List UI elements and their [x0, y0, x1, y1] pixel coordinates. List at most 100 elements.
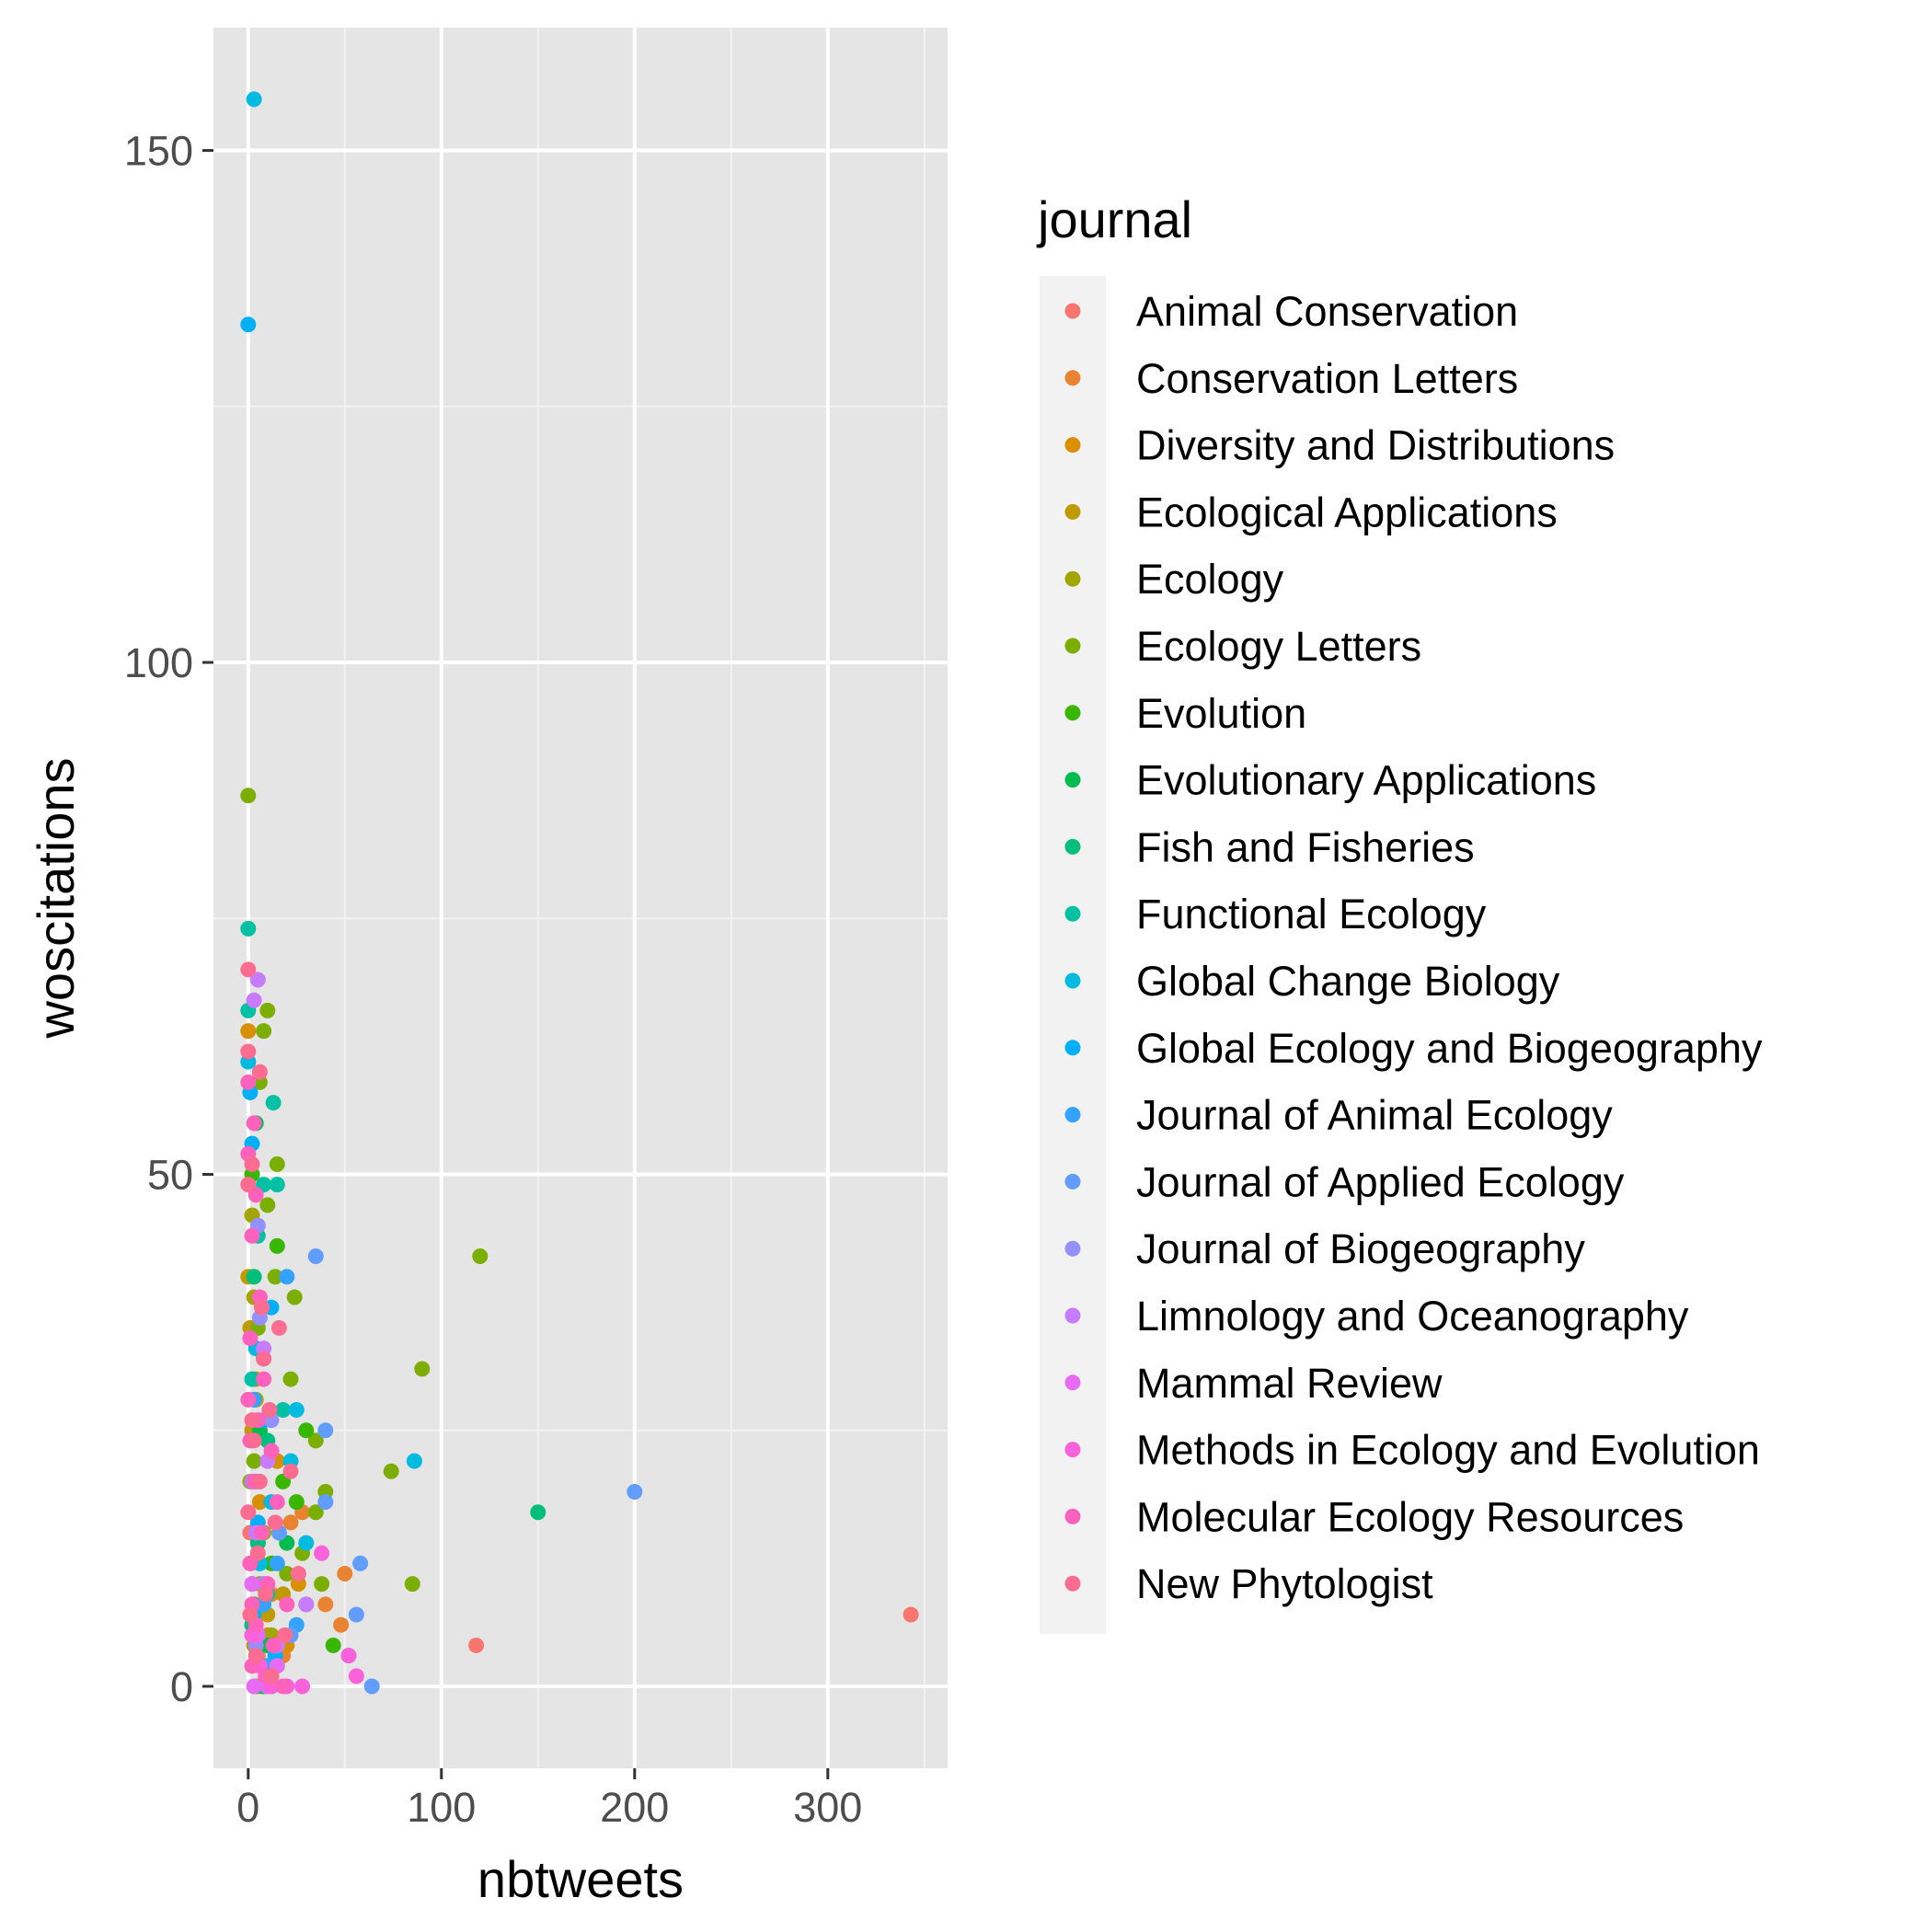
data-point	[246, 1115, 262, 1132]
legend-key	[1064, 1508, 1081, 1524]
legend-label: Journal of Animal Ecology	[1136, 1092, 1613, 1139]
data-points	[240, 91, 919, 1695]
data-point	[314, 1576, 330, 1593]
legend-key	[1064, 905, 1081, 922]
data-point	[325, 1637, 341, 1653]
axes: 0 100 200 300 0 50 100 150	[124, 128, 862, 1831]
data-point	[290, 1566, 306, 1582]
data-point	[249, 972, 266, 988]
legend: journal Animal Conservation Conservation …	[1036, 190, 1763, 1634]
x-axis-title: nbtweets	[477, 1850, 684, 1908]
data-point	[240, 1043, 257, 1060]
legend-label: Global Ecology and Biogeography	[1136, 1025, 1763, 1072]
data-point	[282, 1371, 299, 1387]
x-tick-label: 0	[236, 1784, 259, 1831]
plot-panel	[213, 28, 948, 1768]
data-point	[307, 1504, 324, 1521]
data-point	[279, 1269, 295, 1285]
x-tick-label: 300	[793, 1784, 862, 1831]
y-tick-label: 0	[170, 1663, 193, 1710]
data-point	[269, 1177, 285, 1193]
legend-label: Animal Conservation	[1136, 288, 1518, 335]
y-tick-label: 150	[124, 128, 193, 175]
legend-key	[1064, 1173, 1081, 1190]
data-point	[244, 1371, 260, 1387]
data-point	[263, 1443, 280, 1459]
data-point	[240, 788, 257, 804]
data-point	[259, 1197, 276, 1213]
data-point	[246, 992, 262, 1008]
data-point	[246, 1453, 262, 1469]
legend-label: Limnology and Oceanography	[1136, 1293, 1689, 1340]
legend-label: Conservation Letters	[1136, 355, 1518, 402]
data-point	[242, 1606, 259, 1623]
data-point	[406, 1453, 422, 1469]
data-point	[240, 316, 257, 333]
data-point	[279, 1566, 295, 1582]
data-point	[307, 1432, 324, 1449]
data-point	[244, 1412, 260, 1429]
data-point	[383, 1463, 399, 1479]
data-point	[269, 1555, 285, 1571]
legend-label: Molecular Ecology Resources	[1136, 1493, 1684, 1540]
legend-key	[1064, 772, 1081, 788]
data-point	[317, 1494, 334, 1511]
data-point	[275, 1401, 292, 1418]
legend-label: Mammal Review	[1136, 1360, 1443, 1407]
legend-key	[1064, 437, 1081, 454]
data-point	[269, 1156, 285, 1172]
data-point	[251, 1473, 268, 1489]
data-point	[256, 1023, 272, 1040]
data-point	[903, 1606, 919, 1623]
data-point	[340, 1648, 357, 1664]
data-point	[270, 1319, 287, 1336]
data-point	[246, 1432, 262, 1449]
data-point	[298, 1422, 315, 1439]
data-point	[307, 1248, 324, 1265]
legend-label: Ecology	[1136, 556, 1284, 603]
legend-label: Evolutionary Applications	[1136, 757, 1596, 804]
data-point	[267, 1269, 283, 1285]
data-point	[298, 1535, 315, 1551]
data-point	[240, 1504, 257, 1521]
data-point	[244, 1576, 260, 1593]
data-point	[244, 1227, 260, 1244]
data-point	[246, 91, 262, 108]
y-tick-label: 50	[147, 1151, 193, 1198]
data-point	[282, 1514, 299, 1531]
data-point	[256, 1371, 272, 1387]
data-point	[317, 1596, 334, 1613]
data-point	[258, 1586, 274, 1603]
legend-key	[1064, 570, 1081, 587]
legend-key	[1064, 1040, 1081, 1056]
legend-key	[1064, 1575, 1081, 1592]
legend-label: Diversity and Distributions	[1136, 422, 1615, 469]
data-point	[337, 1566, 353, 1582]
data-point	[363, 1678, 380, 1695]
data-point	[247, 1648, 264, 1664]
legend-key	[1064, 838, 1081, 855]
legend-label: Fish and Fisheries	[1136, 823, 1475, 870]
data-point	[269, 1237, 285, 1254]
legend-label: Journal of Applied Ecology	[1136, 1158, 1625, 1205]
data-point	[298, 1596, 315, 1613]
legend-key	[1064, 1307, 1081, 1324]
legend-key-background	[1040, 276, 1106, 1634]
data-point	[261, 1401, 278, 1418]
data-point	[240, 961, 257, 978]
data-point	[254, 1524, 270, 1541]
legend-label: Methods in Ecology and Evolution	[1136, 1427, 1760, 1474]
legend-key	[1064, 370, 1081, 386]
data-point	[404, 1576, 420, 1593]
data-point	[472, 1248, 489, 1265]
x-tick-label: 100	[407, 1784, 476, 1831]
data-point	[352, 1555, 369, 1571]
data-point	[530, 1504, 546, 1521]
legend-label: Evolution	[1136, 690, 1306, 737]
panel-background	[213, 28, 948, 1768]
data-point	[246, 1678, 262, 1695]
legend-key	[1064, 1240, 1081, 1257]
data-point	[275, 1678, 292, 1695]
data-point	[240, 920, 257, 937]
data-point	[251, 1494, 268, 1511]
